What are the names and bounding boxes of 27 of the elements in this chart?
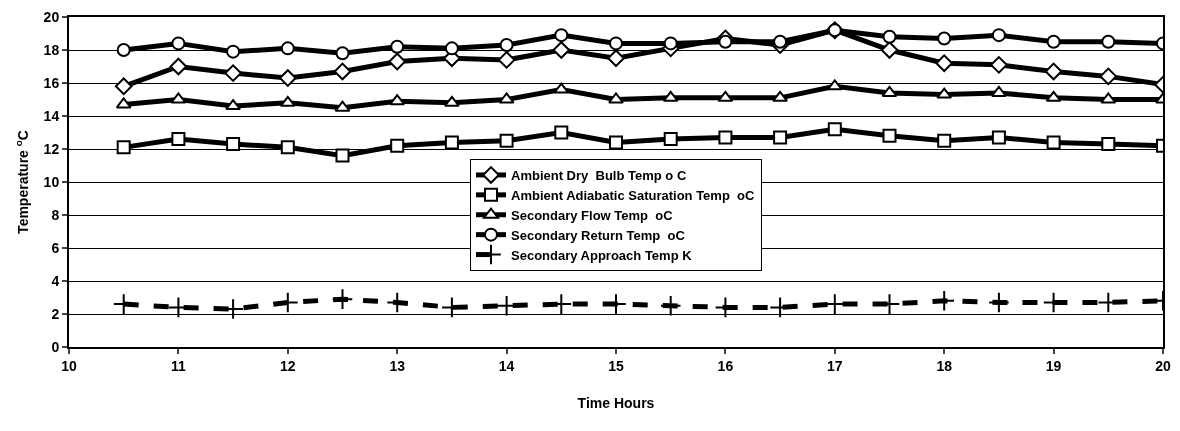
legend-label: Secondary Flow Temp oC — [511, 207, 674, 223]
x-tick-label: 13 — [389, 357, 406, 374]
legend-label: Secondary Return Temp oC — [511, 227, 686, 243]
legend-label: Secondary Approach Temp K — [511, 247, 693, 263]
x-tick-label: 11 — [170, 357, 187, 374]
x-tick-label: 19 — [1045, 357, 1062, 374]
y-tick-label: 20 — [43, 8, 60, 25]
legend-label: Ambient Dry Bulb Temp o C — [511, 168, 687, 184]
y-tick-label: 4 — [51, 272, 60, 289]
x-tick-label: 17 — [827, 357, 843, 374]
y-tick-label: 2 — [51, 305, 60, 322]
y-tick-label: 6 — [51, 239, 60, 256]
y-tick-label: 10 — [43, 173, 60, 190]
y-tick-label: 0 — [51, 338, 60, 355]
x-tick-label: 16 — [717, 357, 734, 374]
x-axis-title: Time Hours — [577, 394, 655, 411]
x-tick-label: 14 — [498, 357, 515, 374]
x-tick-label: 20 — [1155, 357, 1171, 374]
x-tick-label: 15 — [608, 357, 624, 374]
y-tick-label: 8 — [51, 206, 60, 223]
legend-label: Ambient Adiabatic Saturation Temp oC — [511, 187, 756, 203]
y-tick-label: 18 — [43, 41, 60, 58]
y-tick-label: 16 — [43, 74, 60, 91]
x-tick-label: 18 — [936, 357, 953, 374]
y-tick-label: 14 — [43, 107, 60, 124]
y-tick-label: 12 — [43, 140, 60, 157]
x-tick-label: 12 — [280, 357, 296, 374]
